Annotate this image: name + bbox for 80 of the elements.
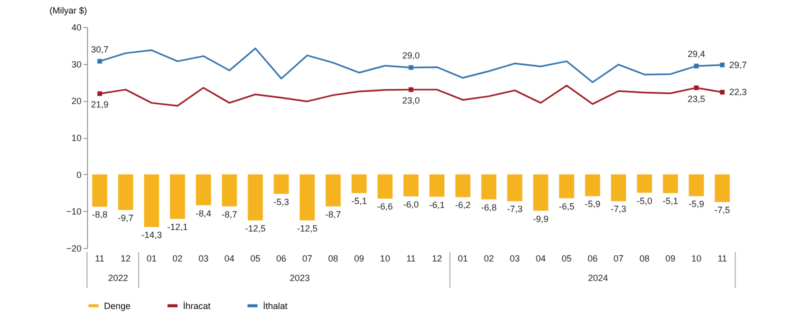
point (408, 65, 414, 70)
x-tick-label: 10 (380, 254, 390, 264)
data-label: -8,4 (196, 208, 212, 218)
point (408, 87, 414, 92)
x-tick-label: 03 (510, 254, 520, 264)
y-axis-title: (Milyar $) (50, 6, 87, 16)
x-tick-label: 05 (250, 254, 260, 264)
text: 2024 (588, 273, 608, 283)
data-label: 30,7 (90, 44, 108, 54)
data-label: -6,0 (403, 199, 419, 210)
data-label: -6,5 (558, 201, 574, 212)
data-label: -12,5 (245, 223, 266, 234)
data-label: -6,6 (377, 202, 393, 212)
data-label: -5,9 (584, 199, 600, 210)
data-label: -6,8 (481, 202, 497, 212)
x-tick-label: 09 (665, 254, 676, 264)
y-tick-label: 20 (71, 96, 82, 106)
data-label: -5,0 (636, 196, 652, 206)
data-label: -14,3 (141, 230, 162, 240)
y-tick-label: 10 (71, 133, 82, 143)
data-label: -8,8 (92, 210, 108, 220)
data-label: -6,2 (455, 200, 471, 210)
point (694, 85, 699, 90)
x-tick-label: 01 (146, 254, 157, 264)
x-tick-label: 11 (406, 254, 416, 264)
legend-label: İhracat (183, 300, 212, 311)
x-tick-label: 08 (328, 254, 338, 264)
x-tick-label: 06 (276, 254, 286, 264)
point (97, 58, 102, 64)
x-tick-label: 03 (198, 254, 208, 264)
data-label: 21,9 (90, 100, 108, 110)
data-label: -7,5 (714, 204, 730, 215)
x-tick-label: 12 (120, 254, 131, 264)
data-label: 23,5 (688, 94, 706, 104)
x-tick-label: 02 (484, 254, 494, 264)
data-label: -5,3 (274, 196, 290, 207)
data-label: -5,1 (351, 196, 367, 206)
x-tick-label: 11 (718, 254, 727, 264)
data-label: -8,7 (325, 209, 341, 220)
data-label: 22,3 (729, 87, 747, 98)
x-tick-label: 04 (224, 254, 234, 264)
data-label: 29,7 (729, 60, 747, 70)
x-tick-label: 11 (95, 254, 104, 264)
x-tick-label: 07 (614, 254, 624, 264)
data-label: -12,5 (296, 223, 318, 234)
x-tick-label: 12 (432, 254, 442, 264)
data-label: 23,0 (402, 96, 420, 106)
data-label: -7,3 (610, 204, 626, 214)
data-label: -8,7 (222, 209, 238, 220)
point (720, 90, 725, 95)
data-label: -5,1 (662, 196, 678, 206)
data-label: -6,1 (429, 200, 445, 210)
text: 2023 (290, 273, 310, 283)
data-label: 29,0 (402, 50, 420, 61)
data-label: -5,9 (688, 199, 704, 210)
point (97, 91, 102, 96)
data-label: -9,9 (532, 214, 548, 224)
y-tick-label: 40 (71, 22, 82, 32)
data-label: -7,3 (507, 204, 523, 214)
x-tick-label: 06 (588, 254, 598, 264)
y-tick-label: −10 (66, 206, 82, 217)
legend-label: Denge (104, 300, 131, 311)
x-tick-label: 09 (354, 254, 364, 264)
point (720, 62, 725, 68)
y-tick-label: −20 (66, 244, 82, 254)
data-label: 29,4 (688, 49, 706, 60)
x-tick-label: 10 (691, 254, 702, 264)
data-label: -9,7 (118, 213, 134, 224)
y-tick-label: 30 (71, 59, 82, 70)
legend-label: İthalat (263, 300, 288, 311)
y-tick-label: 0 (76, 170, 82, 180)
text: 2022 (108, 273, 128, 283)
x-tick-label: 04 (536, 254, 546, 264)
x-tick-label: 05 (562, 254, 572, 264)
x-tick-label: 08 (639, 254, 650, 264)
point (694, 64, 699, 68)
data-label: -12,1 (167, 222, 188, 232)
x-tick-label: 07 (302, 254, 312, 264)
x-tick-label: 02 (172, 254, 183, 264)
x-tick-label: 01 (458, 254, 468, 264)
